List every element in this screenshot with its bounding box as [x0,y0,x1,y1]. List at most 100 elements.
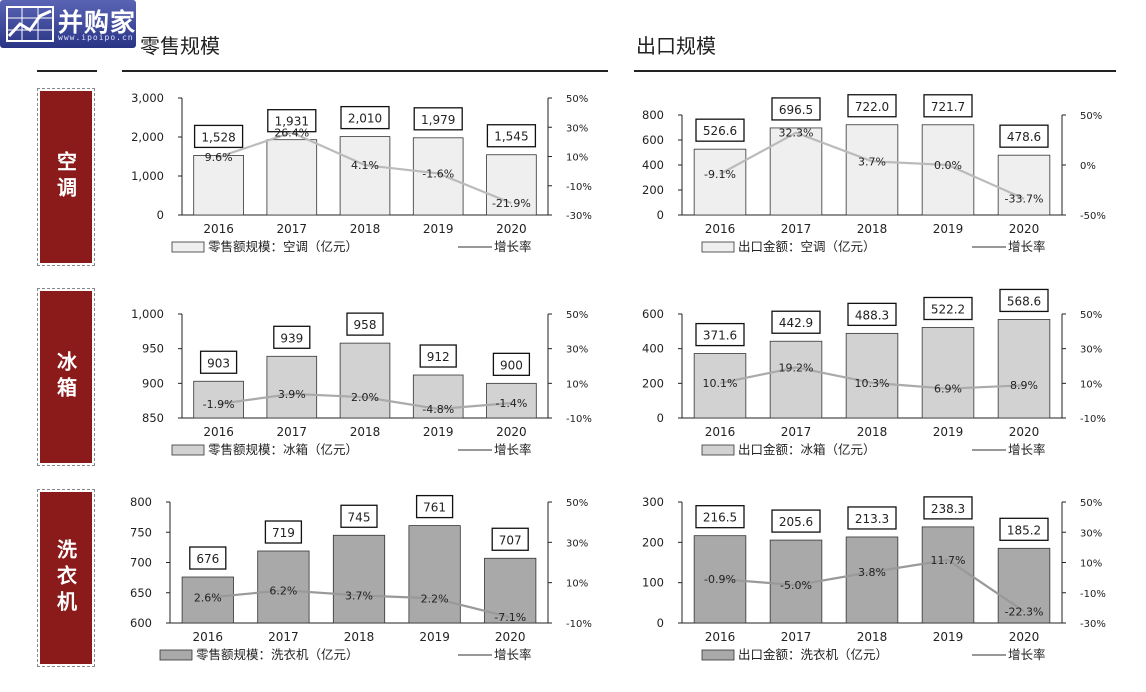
x-tick-label: 2019 [933,222,964,236]
growth-value-label: -1.6% [422,167,454,180]
growth-value-label: 2.6% [194,592,222,605]
bar [921,327,975,419]
y2-tick-label: -10% [1080,414,1106,425]
x-tick-label: 2020 [495,630,526,644]
y-tick-label: 0 [157,208,164,222]
bar-value-box [695,322,745,347]
bar [332,534,386,624]
bar [921,124,975,216]
bar-value-box [999,124,1049,148]
y-tick-label: 700 [130,556,152,570]
legend-label-line: 增长率 [494,239,532,254]
y2-tick-label: -50% [1080,211,1106,222]
growth-line [719,366,1025,390]
growth-value-label: -1.4% [495,397,527,410]
bar [412,137,464,216]
y-tick-label: 0 [657,411,664,425]
legend-swatch-bar [701,444,735,456]
growth-line [719,131,1025,200]
bar-value-label: 568.6 [1007,294,1041,308]
growth-value-label: -1.9% [203,398,235,411]
bar-value-box [491,527,529,551]
growth-value-label: 10.1% [703,377,738,390]
y-tick-label: 900 [142,376,164,390]
bar-value-box [999,517,1049,541]
bar [486,154,537,216]
x-tick-label: 2016 [705,630,736,644]
growth-value-label: 0.0% [934,159,962,172]
bar-value-box [199,350,238,374]
site-logo: 并购家 www.ipoipo.cn [0,0,136,48]
bar-value-label: 238.3 [931,502,965,516]
x-tick-label: 2020 [1009,425,1040,439]
bar-value-label: 1,931 [275,115,309,129]
y-tick-label: 1,000 [131,169,164,183]
y2-tick-label: 30% [566,123,588,134]
legend-label-line: 增长率 [1008,239,1046,254]
bar-value-box [340,504,378,528]
y-tick-label: 400 [642,342,664,356]
bar-value-label: 2,010 [348,112,382,126]
y2-tick-label: -30% [566,211,592,222]
growth-value-label: -22.3% [1005,605,1044,618]
x-tick-label: 2018 [350,222,381,236]
legend-label-bar: 出口金额：空调（亿元） [738,239,876,254]
bar [412,374,464,419]
growth-value-label: 11.7% [931,554,966,567]
category-washing-machine: 洗衣机 [37,489,95,667]
legend-swatch-bar [171,444,205,456]
bar-value-label: 676 [196,552,219,566]
growth-value-label: -33.7% [1005,193,1044,206]
bar [921,526,975,624]
growth-value-label: -0.9% [704,573,736,586]
x-tick-label: 2017 [268,630,299,644]
y-tick-label: 750 [130,525,152,539]
y-tick-label: 0 [657,616,664,630]
bar-value-box [273,325,311,349]
bar [997,319,1051,419]
x-tick-label: 2017 [781,425,812,439]
bar-value-label: 442.9 [779,316,813,330]
bar [408,525,461,624]
bar [339,342,391,419]
bar-value-label: 488.3 [855,308,889,322]
bar [339,136,391,216]
bar [769,340,823,419]
bar [257,550,310,624]
growth-value-label: 10.3% [855,377,890,390]
header-rule-right [634,70,1116,72]
bar-value-label: 721.7 [931,100,965,114]
y-tick-label: 100 [642,576,664,590]
y2-tick-label: 10% [566,153,588,164]
growth-line [719,558,1025,613]
category-label: 空调 [53,151,78,203]
y-tick-label: 650 [130,586,152,600]
bar-value-label: 912 [427,350,450,364]
y2-tick-label: 30% [1080,528,1102,539]
x-tick-label: 2016 [705,425,736,439]
bar-value-label: 371.6 [703,329,737,343]
y2-tick-label: 50% [1080,310,1102,321]
y2-tick-label: 50% [566,498,588,509]
growth-value-label: -5.0% [780,579,812,592]
growth-value-label: 8.9% [1010,379,1038,392]
y-tick-label: 850 [142,411,164,425]
bar [769,127,823,216]
y2-tick-label: 30% [1080,345,1102,356]
chart-logo-icon [6,6,54,42]
y2-tick-label: 0% [1080,161,1096,172]
bar [845,124,899,216]
y-tick-label: 400 [642,158,664,172]
y2-tick-label: -10% [1080,589,1106,600]
legend-label-line: 增长率 [1008,442,1046,457]
growth-value-label: 2.2% [421,592,449,605]
bar-value-box [847,506,897,530]
y-tick-label: 1,000 [131,307,164,321]
x-tick-label: 2017 [277,425,308,439]
y2-tick-label: 50% [1080,111,1102,122]
bar [181,576,234,624]
y-tick-label: 200 [642,376,664,390]
growth-value-label: 6.2% [269,584,297,597]
growth-value-label: 3.7% [345,589,373,602]
